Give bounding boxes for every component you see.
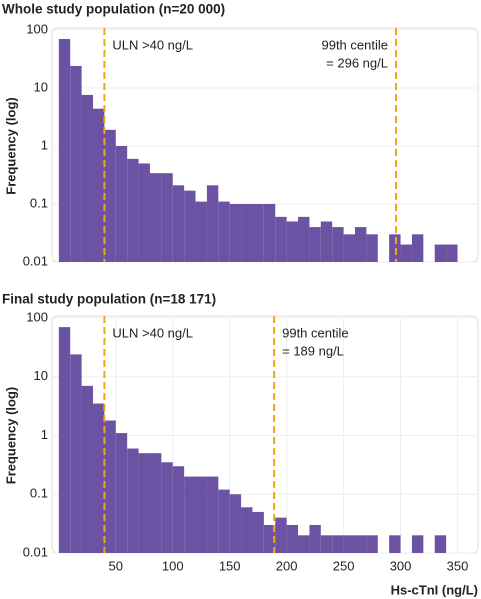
annotation: ULN >40 ng/L bbox=[112, 325, 193, 340]
bar bbox=[218, 489, 230, 553]
bar bbox=[115, 146, 128, 262]
bar bbox=[149, 173, 162, 262]
bar bbox=[343, 234, 355, 262]
bar bbox=[320, 221, 333, 262]
bar bbox=[104, 420, 116, 553]
bar bbox=[366, 234, 378, 262]
x-tick-label: 250 bbox=[333, 558, 355, 573]
bar bbox=[172, 466, 185, 553]
bar bbox=[184, 476, 196, 553]
bar bbox=[286, 221, 299, 262]
bar bbox=[241, 204, 253, 262]
y-tick-label: 100 bbox=[26, 309, 48, 324]
y-tick-label: 1 bbox=[41, 137, 48, 152]
bar bbox=[127, 448, 139, 553]
annotation: ULN >40 ng/L bbox=[112, 37, 193, 52]
bar bbox=[138, 163, 150, 262]
bar bbox=[93, 403, 105, 553]
y-tick-label: 10 bbox=[34, 79, 48, 94]
bar bbox=[58, 327, 71, 553]
bar bbox=[298, 535, 310, 553]
bar bbox=[252, 204, 264, 262]
bar bbox=[354, 227, 367, 262]
bar bbox=[354, 535, 367, 553]
bar bbox=[93, 108, 105, 262]
chart-title: Final study population (n=18 171) bbox=[2, 292, 216, 307]
bar bbox=[275, 517, 287, 553]
bar bbox=[309, 227, 321, 262]
bar bbox=[58, 38, 71, 262]
x-tick-label: 200 bbox=[276, 558, 298, 573]
bar bbox=[332, 535, 344, 553]
bar bbox=[434, 244, 447, 262]
bar bbox=[195, 201, 207, 262]
x-axis-label: Hs-cTnI (ng/L) bbox=[391, 582, 478, 597]
bar bbox=[229, 494, 242, 553]
bar bbox=[389, 234, 401, 262]
bar bbox=[446, 244, 458, 262]
bar bbox=[138, 453, 150, 553]
chart-title: Whole study population (n=20 000) bbox=[2, 2, 225, 17]
bar bbox=[70, 65, 82, 262]
x-tick-label: 150 bbox=[219, 558, 241, 573]
bar bbox=[206, 476, 219, 553]
bar bbox=[434, 535, 447, 553]
bar bbox=[104, 129, 116, 262]
y-tick-label: 0.01 bbox=[23, 544, 48, 559]
bar bbox=[400, 244, 412, 262]
bar bbox=[115, 433, 128, 553]
y-tick-label: 0.01 bbox=[23, 253, 48, 268]
bar bbox=[389, 535, 401, 553]
y-axis-label: Frequency (log) bbox=[3, 97, 18, 195]
annotation: = 189 ng/L bbox=[282, 343, 344, 358]
bar bbox=[127, 158, 139, 262]
bar bbox=[263, 204, 276, 262]
bar bbox=[275, 216, 287, 262]
bar bbox=[149, 453, 162, 553]
y-axis-label: Frequency (log) bbox=[3, 387, 18, 485]
bar bbox=[161, 462, 173, 553]
bar bbox=[81, 385, 94, 553]
bar bbox=[309, 524, 321, 553]
bar bbox=[411, 535, 424, 553]
bar bbox=[286, 524, 299, 553]
bar bbox=[298, 216, 310, 262]
bar bbox=[241, 507, 253, 553]
y-tick-label: 100 bbox=[26, 21, 48, 36]
bar bbox=[252, 511, 264, 553]
bar bbox=[263, 524, 276, 553]
y-tick-label: 1 bbox=[41, 427, 48, 442]
x-tick-label: 100 bbox=[162, 558, 184, 573]
x-tick-label: 50 bbox=[109, 558, 123, 573]
bar bbox=[320, 535, 333, 553]
bar bbox=[343, 535, 355, 553]
bar bbox=[172, 185, 185, 262]
bar bbox=[229, 204, 242, 262]
bar bbox=[161, 173, 173, 262]
bar bbox=[81, 94, 94, 262]
x-tick-label: 300 bbox=[390, 558, 412, 573]
y-tick-label: 0.1 bbox=[30, 486, 48, 501]
bar bbox=[332, 227, 344, 262]
bar bbox=[366, 535, 378, 553]
annotation: 99th centile bbox=[282, 325, 349, 340]
annotation: 99th centile bbox=[321, 37, 388, 52]
x-tick-label: 350 bbox=[447, 558, 469, 573]
bar bbox=[218, 201, 230, 262]
bar bbox=[70, 354, 82, 553]
bar bbox=[411, 234, 424, 262]
bar bbox=[206, 185, 219, 262]
y-tick-label: 10 bbox=[34, 368, 48, 383]
annotation: = 296 ng/L bbox=[326, 55, 388, 70]
bar bbox=[184, 190, 196, 262]
bar bbox=[195, 476, 207, 553]
y-tick-label: 0.1 bbox=[30, 195, 48, 210]
